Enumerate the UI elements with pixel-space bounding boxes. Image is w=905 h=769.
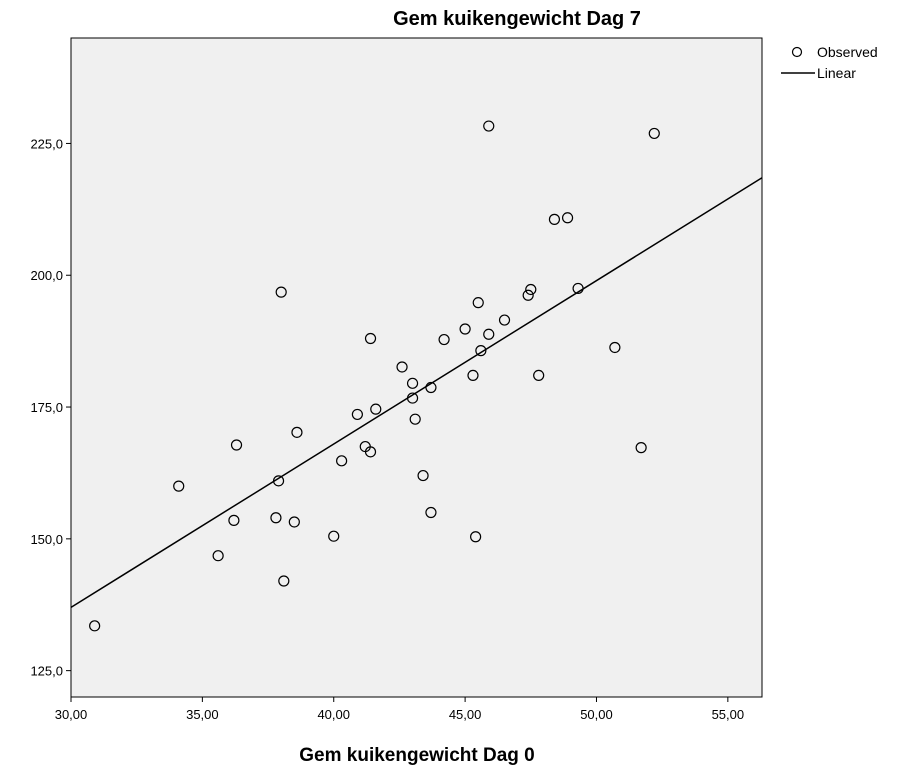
x-tick-label: 40,00 bbox=[317, 707, 350, 722]
legend-linear-label: Linear bbox=[817, 65, 856, 81]
x-tick-label: 30,00 bbox=[55, 707, 88, 722]
observed-point bbox=[336, 455, 348, 467]
linear-fit-line bbox=[70, 177, 763, 609]
observed-point bbox=[572, 282, 584, 295]
observed-point bbox=[364, 332, 377, 345]
observed-point bbox=[522, 289, 534, 301]
legend-observed-marker bbox=[791, 46, 803, 58]
x-tick-label: 55,00 bbox=[712, 707, 745, 722]
observed-point bbox=[483, 120, 495, 132]
observed-point bbox=[89, 620, 101, 632]
x-tick-label: 35,00 bbox=[186, 707, 219, 722]
observed-point bbox=[370, 403, 382, 415]
observed-point bbox=[548, 213, 561, 225]
observed-point bbox=[417, 469, 429, 482]
observed-points bbox=[89, 120, 660, 632]
linear-line-segment bbox=[70, 177, 763, 609]
observed-point bbox=[173, 480, 185, 492]
observed-point bbox=[561, 212, 574, 224]
observed-point bbox=[212, 550, 224, 562]
observed-point bbox=[230, 439, 243, 451]
x-axis-title: Gem kuikengewicht Dag 0 bbox=[299, 745, 534, 766]
observed-point bbox=[278, 575, 290, 587]
observed-point bbox=[270, 512, 282, 524]
y-tick-label: 125,0 bbox=[30, 664, 63, 679]
observed-point bbox=[498, 314, 511, 326]
observed-point bbox=[472, 297, 484, 309]
observed-point bbox=[406, 392, 419, 404]
observed-point bbox=[272, 475, 285, 487]
observed-point bbox=[406, 377, 419, 389]
observed-point bbox=[364, 446, 377, 458]
legend: Observed Linear bbox=[781, 44, 878, 81]
observed-point bbox=[409, 413, 421, 425]
observed-point bbox=[228, 514, 240, 526]
observed-point bbox=[648, 127, 660, 140]
y-tick-label: 150,0 bbox=[30, 532, 63, 547]
observed-point bbox=[438, 333, 450, 346]
x-tick-label: 45,00 bbox=[449, 707, 482, 722]
y-tick-label: 200,0 bbox=[30, 268, 63, 283]
plot-area bbox=[70, 37, 763, 698]
legend-observed-label: Observed bbox=[817, 44, 878, 60]
observed-point bbox=[533, 369, 545, 382]
observed-point bbox=[525, 283, 537, 296]
observed-point bbox=[425, 381, 437, 394]
observed-point bbox=[288, 516, 300, 528]
observed-point bbox=[483, 328, 495, 340]
chart-title: Gem kuikengewicht Dag 7 bbox=[393, 8, 641, 30]
observed-point bbox=[467, 369, 479, 382]
y-tick-label: 175,0 bbox=[30, 400, 63, 415]
observed-point bbox=[275, 286, 287, 298]
observed-point bbox=[635, 442, 647, 454]
observed-point bbox=[425, 506, 437, 519]
observed-point bbox=[291, 426, 303, 438]
y-axis: 125,0 150,0 175,0 200,0 225,0 bbox=[30, 136, 71, 679]
observed-point bbox=[328, 530, 340, 542]
observed-point bbox=[396, 361, 408, 373]
x-axis: 30,00 35,00 40,00 45,00 50,00 55,00 bbox=[55, 697, 744, 722]
observed-point bbox=[470, 531, 482, 543]
observed-point bbox=[475, 345, 487, 357]
x-tick-label: 50,00 bbox=[580, 707, 613, 722]
observed-point bbox=[351, 408, 363, 421]
observed-point bbox=[459, 323, 471, 335]
y-tick-label: 225,0 bbox=[30, 136, 63, 151]
observed-point bbox=[609, 341, 621, 354]
